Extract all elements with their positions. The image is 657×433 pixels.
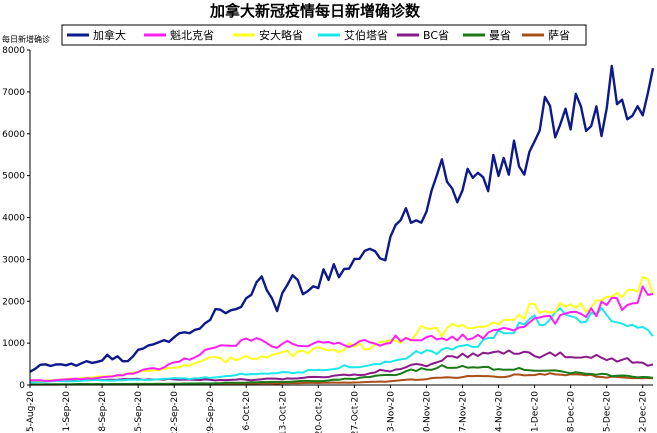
legend-label: 艾伯塔省 bbox=[344, 28, 388, 42]
legend-label: 加拿大 bbox=[93, 28, 126, 42]
x-tick-label: 13-Oct-20 bbox=[278, 391, 288, 433]
x-tick-label: 3-Nov-20 bbox=[386, 391, 396, 432]
x-tick-label: 8-Dec-20 bbox=[567, 391, 577, 432]
legend-label: BC省 bbox=[423, 29, 449, 42]
x-tick-label: 15-Sep-20 bbox=[134, 391, 144, 433]
legend-label: 魁北克省 bbox=[170, 28, 214, 42]
y-tick-label: 7000 bbox=[2, 88, 25, 98]
legend-label: 曼省 bbox=[489, 29, 511, 42]
series-1-line bbox=[29, 285, 654, 382]
series-2-line bbox=[29, 276, 654, 382]
x-tick-label: 8-Sep-20 bbox=[98, 391, 108, 432]
x-tick-label: 10-Nov-20 bbox=[422, 391, 432, 433]
y-tick-label: 2000 bbox=[2, 297, 25, 307]
x-tick-label: 15-Dec-20 bbox=[603, 391, 613, 433]
y-tick-label: 6000 bbox=[2, 130, 25, 140]
x-tick-label: 20-Oct-20 bbox=[314, 391, 324, 433]
x-tick-label: 29-Sep-20 bbox=[206, 391, 216, 433]
x-tick-label: 22-Dec-20 bbox=[639, 391, 649, 433]
chart-title: 加拿大新冠疫情每日新增确诊数 bbox=[209, 2, 421, 20]
legend: 加拿大 魁北克省 安大略省 艾伯塔省 BC省 曼省 萨省 bbox=[61, 24, 587, 46]
legend-label: 萨省 bbox=[548, 29, 570, 42]
series-0-line bbox=[29, 64, 655, 373]
y-tick-label: 8000 bbox=[2, 46, 25, 56]
y-tick-label: 1000 bbox=[2, 339, 25, 349]
series-5-line bbox=[30, 364, 654, 386]
x-tick-label: 1-Sep-20 bbox=[62, 391, 72, 432]
x-tick-label: 22-Sep-20 bbox=[170, 391, 180, 433]
y-tick-label: 0 bbox=[19, 381, 25, 391]
x-tick-label: 6-Oct-20 bbox=[242, 391, 252, 431]
x-tick-label: 25-Aug-20 bbox=[26, 391, 36, 433]
legend-label: 安大略省 bbox=[259, 28, 303, 42]
y-axis-label: 每日新增确诊 bbox=[2, 34, 50, 44]
x-tick-label: 24-Nov-20 bbox=[495, 391, 505, 433]
x-tick-label: 1-Dec-20 bbox=[531, 391, 541, 432]
x-tick-label: 17-Nov-20 bbox=[458, 391, 468, 433]
y-tick-label: 4000 bbox=[2, 214, 25, 224]
y-axis: 0 1000 2000 3000 4000 5000 6000 7000 8000 bbox=[2, 46, 30, 391]
series-3-line bbox=[30, 307, 654, 384]
y-tick-label: 5000 bbox=[2, 172, 25, 182]
x-tick-label: 27-Oct-20 bbox=[350, 391, 360, 433]
y-tick-label: 3000 bbox=[2, 255, 25, 265]
x-axis: 25-Aug-20 1-Sep-20 8-Sep-20 15-Sep-20 22-Sep… bbox=[26, 385, 649, 433]
plot-area bbox=[29, 64, 655, 386]
